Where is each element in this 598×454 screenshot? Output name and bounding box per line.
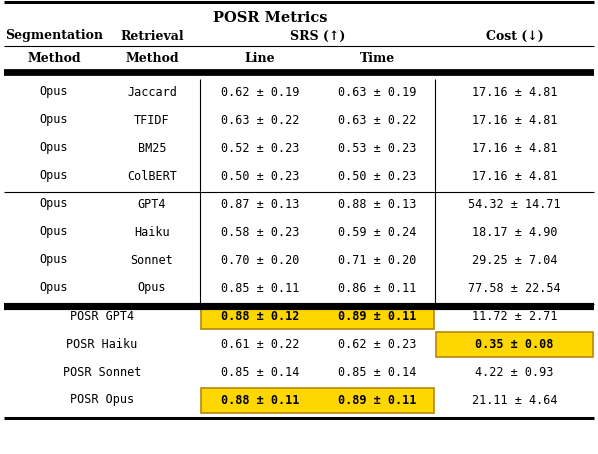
Text: POSR Opus: POSR Opus xyxy=(70,394,134,406)
Text: 0.85 ± 0.11: 0.85 ± 0.11 xyxy=(221,281,299,295)
Text: ColBERT: ColBERT xyxy=(127,169,177,183)
Text: 17.16 ± 4.81: 17.16 ± 4.81 xyxy=(472,169,557,183)
Text: TFIDF: TFIDF xyxy=(134,114,170,127)
Text: GPT4: GPT4 xyxy=(138,197,166,211)
Text: Opus: Opus xyxy=(39,281,68,295)
Text: 0.85 ± 0.14: 0.85 ± 0.14 xyxy=(221,365,299,379)
Text: Opus: Opus xyxy=(39,197,68,211)
Text: Opus: Opus xyxy=(39,142,68,154)
Text: 0.52 ± 0.23: 0.52 ± 0.23 xyxy=(221,142,299,154)
Text: 0.88 ± 0.11: 0.88 ± 0.11 xyxy=(221,394,299,406)
Text: 0.62 ± 0.19: 0.62 ± 0.19 xyxy=(221,85,299,99)
Text: 11.72 ± 2.71: 11.72 ± 2.71 xyxy=(472,310,557,322)
Text: Cost (↓): Cost (↓) xyxy=(486,30,544,43)
Text: POSR Sonnet: POSR Sonnet xyxy=(63,365,141,379)
Text: 18.17 ± 4.90: 18.17 ± 4.90 xyxy=(472,226,557,238)
Text: Haiku: Haiku xyxy=(134,226,170,238)
Text: Segmentation: Segmentation xyxy=(5,30,103,43)
Text: 0.88 ± 0.13: 0.88 ± 0.13 xyxy=(338,197,417,211)
Text: Line: Line xyxy=(245,51,275,64)
Text: 54.32 ± 14.71: 54.32 ± 14.71 xyxy=(468,197,561,211)
Text: 0.61 ± 0.22: 0.61 ± 0.22 xyxy=(221,337,299,350)
Text: 77.58 ± 22.54: 77.58 ± 22.54 xyxy=(468,281,561,295)
Bar xyxy=(201,304,434,329)
Text: 0.62 ± 0.23: 0.62 ± 0.23 xyxy=(338,337,417,350)
Text: 0.58 ± 0.23: 0.58 ± 0.23 xyxy=(221,226,299,238)
Text: Method: Method xyxy=(125,51,179,64)
Text: Method: Method xyxy=(27,51,81,64)
Text: Opus: Opus xyxy=(39,253,68,266)
Text: 17.16 ± 4.81: 17.16 ± 4.81 xyxy=(472,85,557,99)
Text: 0.59 ± 0.24: 0.59 ± 0.24 xyxy=(338,226,417,238)
Text: 0.35 ± 0.08: 0.35 ± 0.08 xyxy=(475,337,554,350)
Bar xyxy=(201,388,434,413)
Text: 0.63 ± 0.19: 0.63 ± 0.19 xyxy=(338,85,417,99)
Text: 29.25 ± 7.04: 29.25 ± 7.04 xyxy=(472,253,557,266)
Text: 0.50 ± 0.23: 0.50 ± 0.23 xyxy=(221,169,299,183)
Text: Opus: Opus xyxy=(39,114,68,127)
Text: POSR Metrics: POSR Metrics xyxy=(213,11,327,25)
Text: BM25: BM25 xyxy=(138,142,166,154)
Text: SRS (↑): SRS (↑) xyxy=(290,30,345,43)
Text: Time: Time xyxy=(360,51,395,64)
Text: 0.88 ± 0.12: 0.88 ± 0.12 xyxy=(221,310,299,322)
Text: Opus: Opus xyxy=(39,169,68,183)
Text: 4.22 ± 0.93: 4.22 ± 0.93 xyxy=(475,365,554,379)
Text: Retrieval: Retrieval xyxy=(120,30,184,43)
Text: 17.16 ± 4.81: 17.16 ± 4.81 xyxy=(472,142,557,154)
Text: 0.63 ± 0.22: 0.63 ± 0.22 xyxy=(338,114,417,127)
Text: Opus: Opus xyxy=(39,226,68,238)
Text: 0.87 ± 0.13: 0.87 ± 0.13 xyxy=(221,197,299,211)
Text: 0.70 ± 0.20: 0.70 ± 0.20 xyxy=(221,253,299,266)
Text: 17.16 ± 4.81: 17.16 ± 4.81 xyxy=(472,114,557,127)
Text: Opus: Opus xyxy=(138,281,166,295)
Text: 0.53 ± 0.23: 0.53 ± 0.23 xyxy=(338,142,417,154)
Text: 0.50 ± 0.23: 0.50 ± 0.23 xyxy=(338,169,417,183)
Text: 0.89 ± 0.11: 0.89 ± 0.11 xyxy=(338,394,417,406)
Text: 0.63 ± 0.22: 0.63 ± 0.22 xyxy=(221,114,299,127)
Text: Opus: Opus xyxy=(39,85,68,99)
Text: Jaccard: Jaccard xyxy=(127,85,177,99)
Text: 21.11 ± 4.64: 21.11 ± 4.64 xyxy=(472,394,557,406)
Bar xyxy=(436,332,593,357)
Text: 0.71 ± 0.20: 0.71 ± 0.20 xyxy=(338,253,417,266)
Text: POSR GPT4: POSR GPT4 xyxy=(70,310,134,322)
Text: Sonnet: Sonnet xyxy=(130,253,173,266)
Text: 0.86 ± 0.11: 0.86 ± 0.11 xyxy=(338,281,417,295)
Text: 0.85 ± 0.14: 0.85 ± 0.14 xyxy=(338,365,417,379)
Text: 0.89 ± 0.11: 0.89 ± 0.11 xyxy=(338,310,417,322)
Text: POSR Haiku: POSR Haiku xyxy=(66,337,138,350)
